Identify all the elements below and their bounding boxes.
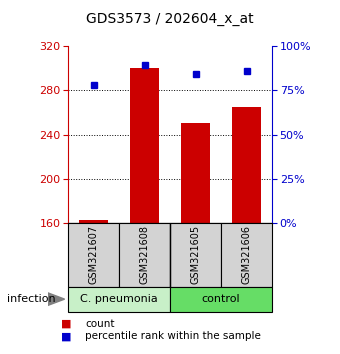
Text: infection: infection bbox=[7, 294, 55, 304]
Text: GSM321608: GSM321608 bbox=[139, 225, 150, 284]
Text: ■: ■ bbox=[61, 331, 72, 341]
Bar bbox=[221, 223, 272, 287]
Text: percentile rank within the sample: percentile rank within the sample bbox=[85, 331, 261, 341]
Text: GDS3573 / 202604_x_at: GDS3573 / 202604_x_at bbox=[86, 12, 254, 27]
Text: GSM321605: GSM321605 bbox=[190, 225, 201, 285]
Text: GSM321607: GSM321607 bbox=[88, 225, 99, 285]
Text: C. pneumonia: C. pneumonia bbox=[80, 294, 158, 304]
Bar bbox=[68, 223, 119, 287]
Bar bbox=[131, 68, 158, 223]
Bar bbox=[182, 124, 209, 223]
Bar bbox=[80, 220, 107, 223]
Bar bbox=[68, 287, 170, 312]
Text: count: count bbox=[85, 319, 115, 329]
Bar bbox=[233, 107, 260, 223]
Text: ■: ■ bbox=[61, 319, 72, 329]
Bar bbox=[170, 287, 272, 312]
Text: control: control bbox=[202, 294, 240, 304]
Polygon shape bbox=[48, 293, 65, 306]
Bar bbox=[170, 223, 221, 287]
Text: GSM321606: GSM321606 bbox=[241, 225, 252, 284]
Bar bbox=[119, 223, 170, 287]
